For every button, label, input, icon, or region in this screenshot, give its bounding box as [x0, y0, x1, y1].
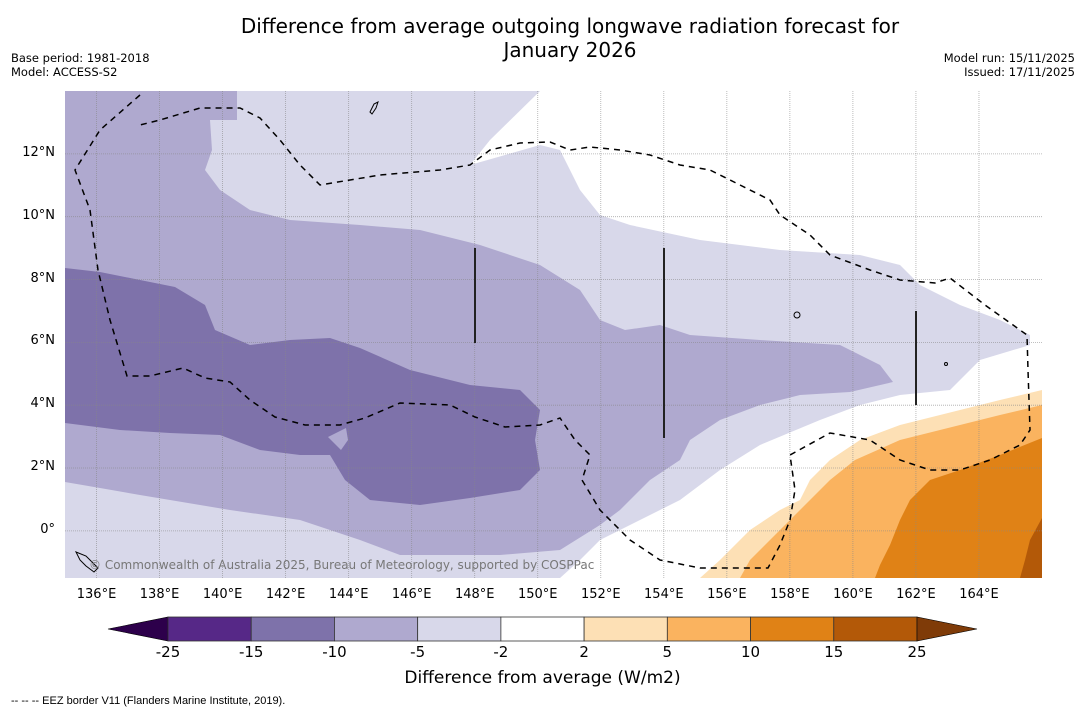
base-period: Base period: 1981-2018	[11, 51, 150, 65]
x-tick-label: 152°E	[581, 587, 621, 602]
islands	[74, 101, 948, 573]
model-name: Model: ACCESS-S2	[11, 65, 118, 79]
chart-title: Difference from average outgoing longwav…	[0, 14, 1085, 62]
eez-legend-footer: -- -- -- EEZ border V11 (Flanders Marine…	[11, 695, 286, 707]
colorbar-tick-label: 15	[824, 643, 844, 661]
colorbar-tick-label: 2	[579, 643, 589, 661]
eez-borders	[74, 94, 1031, 569]
region-10-to-15	[875, 438, 1042, 578]
colorbar-swatch	[666, 616, 751, 642]
island-kosrae	[944, 362, 948, 366]
x-tick-label: 140°E	[202, 587, 243, 602]
x-tick-label: 148°E	[454, 587, 495, 602]
x-tick-label: 158°E	[770, 587, 810, 602]
issued-date: Issued: 17/11/2025	[964, 65, 1075, 79]
chart-title-line1: Difference from average outgoing longwav…	[240, 14, 900, 38]
map-area	[65, 91, 1042, 578]
chart-title-line2: January 2026	[503, 38, 637, 62]
copyright-notice: © Commonwealth of Australia 2025, Bureau…	[89, 558, 595, 572]
colorbar-tick-label: 10	[741, 643, 761, 661]
colorbar-under-arrow	[107, 616, 169, 642]
y-tick-label: 6°N	[30, 333, 56, 349]
y-tick-label: 10°N	[22, 207, 55, 223]
x-tick-label: 160°E	[833, 587, 873, 602]
colorbar-title: Difference from average (W/m2)	[404, 668, 681, 688]
colorbar-swatch	[250, 616, 335, 642]
colorbar-swatch	[167, 616, 252, 642]
colorbar-tick-label: 25	[907, 643, 927, 661]
x-tick-label: 150°E	[517, 587, 558, 602]
colorbar-tick-label: -15	[238, 643, 264, 661]
x-tick-label: 156°E	[707, 587, 747, 602]
x-tick-label: 138°E	[139, 587, 180, 602]
colorbar-swatch	[417, 616, 502, 642]
y-tick-label: 4°N	[30, 396, 56, 412]
colorbar-swatch	[750, 616, 835, 642]
x-tick-label: 164°E	[959, 587, 999, 602]
region-15-to-25	[1020, 518, 1042, 578]
x-tick-label: 154°E	[644, 587, 684, 602]
meta-left: Base period: 1981-2018 Model: ACCESS-S2	[11, 51, 150, 79]
y-tick-label: 12°N	[22, 144, 55, 160]
colorbar-swatch	[583, 616, 668, 642]
model-run: Model run: 15/11/2025	[943, 51, 1075, 65]
colorbar-swatch	[500, 616, 585, 642]
colorbar-over-arrow	[916, 616, 978, 642]
island-guam	[369, 101, 379, 115]
x-tick-label: 142°E	[265, 587, 306, 602]
x-tick-label: 144°E	[328, 587, 369, 602]
colorbar-tick-label: -25	[155, 643, 181, 661]
colorbar-tick-label: 5	[662, 643, 673, 661]
x-tick-label: 136°E	[76, 587, 117, 602]
island-pohnpei	[793, 311, 801, 319]
meta-right: Model run: 15/11/2025 Issued: 17/11/2025	[944, 51, 1075, 79]
colorbar-tick-label: -10	[322, 643, 347, 661]
colorbar-swatch	[833, 616, 918, 642]
colorbar-tick-label: -5	[410, 643, 426, 661]
y-tick-label: 2°N	[30, 459, 56, 475]
eez-border-palau-fsm-west	[74, 94, 1031, 569]
region-minus15-to-minus10	[65, 268, 540, 505]
gridlines	[65, 91, 1042, 578]
island-png-coast	[74, 551, 99, 573]
y-tick-label: 8°N	[30, 270, 56, 286]
boundary-lines	[474, 248, 917, 438]
colorbar-swatch	[334, 616, 419, 642]
colorbar	[107, 616, 978, 642]
colorbar-tick-label: -2	[493, 643, 509, 661]
region-minus10-to-minus5-patch	[328, 428, 348, 450]
x-tick-label: 162°E	[896, 587, 936, 602]
x-tick-label: 146°E	[391, 587, 432, 602]
y-tick-label: 0°	[40, 521, 55, 537]
